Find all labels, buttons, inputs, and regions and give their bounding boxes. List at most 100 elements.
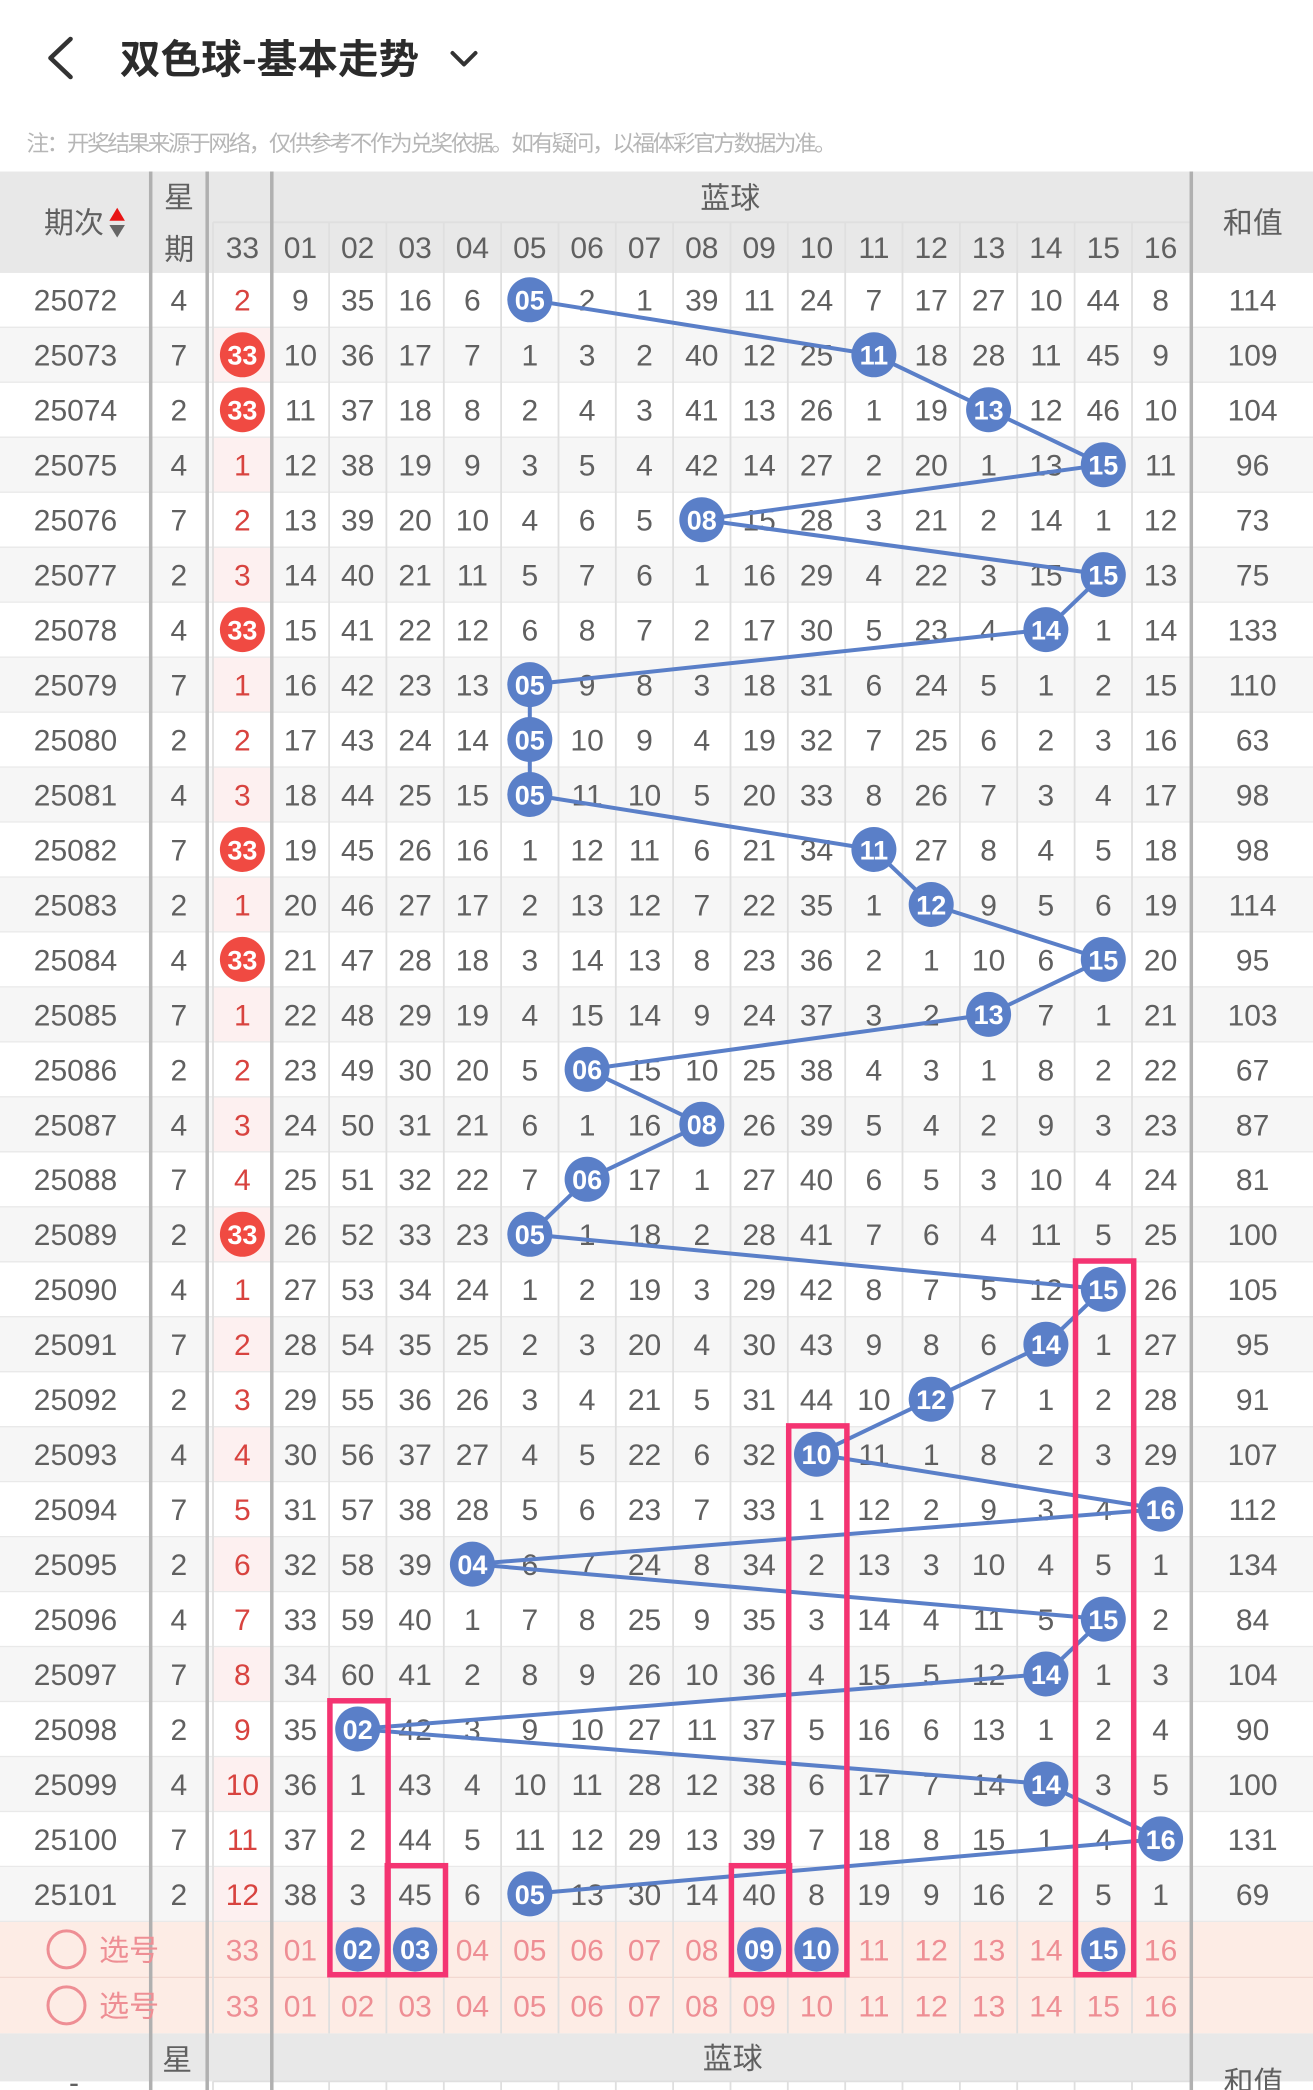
svg-text:22: 22	[743, 889, 776, 922]
svg-text:42: 42	[341, 670, 374, 703]
svg-text:41: 41	[341, 615, 374, 648]
svg-text:7: 7	[170, 1164, 187, 1197]
svg-text:6: 6	[521, 615, 538, 648]
svg-text:112: 112	[1229, 1494, 1277, 1527]
svg-text:15: 15	[1088, 451, 1118, 481]
svg-text:15: 15	[456, 780, 489, 813]
svg-text:24: 24	[284, 1109, 317, 1142]
svg-text:14: 14	[685, 1879, 718, 1912]
svg-text:2: 2	[693, 615, 710, 648]
svg-text:4: 4	[693, 725, 710, 758]
svg-text:25076: 25076	[34, 505, 117, 538]
svg-text:14: 14	[1144, 615, 1177, 648]
svg-text:8: 8	[923, 1824, 940, 1857]
svg-text:27: 27	[456, 1439, 489, 1472]
svg-text:45: 45	[398, 1879, 431, 1912]
svg-text:12: 12	[456, 615, 489, 648]
svg-text:28: 28	[972, 340, 1005, 373]
svg-text:3: 3	[923, 1054, 940, 1087]
svg-text:6: 6	[693, 1439, 710, 1472]
svg-text:1: 1	[579, 1109, 596, 1142]
svg-text:2: 2	[693, 1219, 710, 1252]
svg-text:5: 5	[521, 1494, 538, 1527]
svg-text:10: 10	[685, 1659, 718, 1692]
svg-text:2: 2	[170, 725, 187, 758]
svg-text:2: 2	[980, 505, 997, 538]
svg-text:14: 14	[628, 999, 661, 1032]
svg-text:2: 2	[170, 560, 187, 593]
svg-text:6: 6	[579, 1494, 596, 1527]
svg-text:5: 5	[1095, 834, 1112, 867]
svg-text:19: 19	[284, 834, 317, 867]
svg-text:13: 13	[857, 1549, 890, 1582]
svg-text:2: 2	[980, 1109, 997, 1142]
svg-text:7: 7	[1038, 999, 1055, 1032]
svg-text:38: 38	[341, 450, 374, 483]
svg-text:7: 7	[170, 1824, 187, 1857]
svg-text:3: 3	[866, 505, 883, 538]
svg-text:1: 1	[808, 1494, 825, 1527]
svg-text:25099: 25099	[34, 1769, 117, 1802]
svg-text:05: 05	[515, 1220, 545, 1250]
svg-text:114: 114	[1229, 889, 1277, 922]
svg-text:16: 16	[857, 1714, 890, 1747]
svg-text:1: 1	[234, 450, 251, 483]
svg-text:10: 10	[284, 340, 317, 373]
svg-text:6: 6	[980, 725, 997, 758]
svg-text:17: 17	[398, 340, 431, 373]
svg-text:28: 28	[628, 1769, 661, 1802]
svg-text:3: 3	[521, 944, 538, 977]
svg-text:6: 6	[808, 1769, 825, 1802]
svg-text:05: 05	[515, 725, 545, 755]
svg-text:25095: 25095	[34, 1549, 117, 1582]
svg-text:56: 56	[341, 1439, 374, 1472]
svg-text:22: 22	[915, 560, 948, 593]
svg-text:3: 3	[1095, 1109, 1112, 1142]
svg-text:8: 8	[1152, 285, 1169, 318]
svg-text:17: 17	[857, 1769, 890, 1802]
svg-text:54: 54	[341, 1329, 374, 1362]
svg-text:02: 02	[341, 1990, 374, 2023]
svg-text:40: 40	[685, 340, 718, 373]
svg-text:1: 1	[1152, 1879, 1169, 1912]
svg-text:60: 60	[341, 1659, 374, 1692]
svg-text:26: 26	[628, 1659, 661, 1692]
svg-text:24: 24	[398, 725, 431, 758]
svg-text:2: 2	[521, 889, 538, 922]
svg-text:48: 48	[341, 999, 374, 1032]
svg-text:04: 04	[456, 232, 489, 265]
svg-text:95: 95	[1236, 944, 1269, 977]
svg-text:2: 2	[170, 1054, 187, 1087]
svg-text:7: 7	[693, 889, 710, 922]
svg-text:63: 63	[1236, 725, 1269, 758]
svg-text:3: 3	[1095, 725, 1112, 758]
svg-text:3: 3	[521, 1384, 538, 1417]
svg-text:6: 6	[464, 1879, 481, 1912]
svg-text:20: 20	[628, 1329, 661, 1362]
svg-text:2: 2	[521, 395, 538, 428]
svg-text:34: 34	[284, 1659, 317, 1692]
svg-text:7: 7	[980, 1384, 997, 1417]
svg-text:14: 14	[743, 450, 776, 483]
svg-text:7: 7	[808, 1824, 825, 1857]
svg-text:16: 16	[1146, 1825, 1176, 1855]
svg-text:5: 5	[579, 450, 596, 483]
svg-text:7: 7	[170, 505, 187, 538]
svg-text:109: 109	[1228, 340, 1278, 373]
svg-text:4: 4	[1095, 780, 1112, 813]
svg-text:26: 26	[284, 1219, 317, 1252]
svg-text:13: 13	[284, 505, 317, 538]
svg-text:9: 9	[521, 1714, 538, 1747]
svg-text:30: 30	[284, 1439, 317, 1472]
svg-text:1: 1	[1095, 1329, 1112, 1362]
svg-text:5: 5	[1095, 1219, 1112, 1252]
svg-text:104: 104	[1228, 1659, 1278, 1692]
svg-text:41: 41	[398, 1659, 431, 1692]
svg-text:2: 2	[170, 1879, 187, 1912]
svg-text:8: 8	[579, 615, 596, 648]
svg-text:6: 6	[464, 285, 481, 318]
svg-text:19: 19	[1144, 889, 1177, 922]
svg-text:5: 5	[521, 560, 538, 593]
svg-text:33: 33	[227, 396, 257, 426]
svg-text:15: 15	[1088, 1935, 1118, 1965]
